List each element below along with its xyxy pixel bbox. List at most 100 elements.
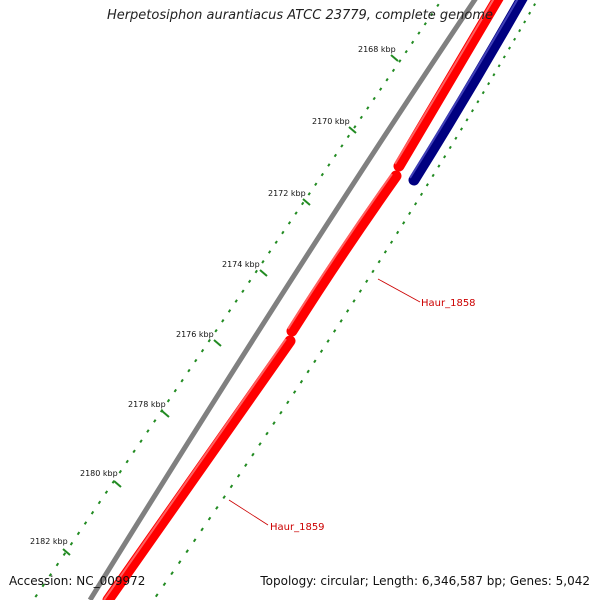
minor-tick-outer: [391, 68, 396, 73]
minor-tick-outer: [194, 358, 198, 363]
leader-line-haur-1858: [377, 278, 421, 303]
minor-tick-inner: [402, 221, 406, 225]
minor-tick-outer: [398, 59, 402, 63]
minor-tick-inner: [326, 339, 330, 343]
minor-tick-outer: [125, 459, 129, 464]
minor-tick-outer: [404, 49, 408, 54]
minor-tick-inner: [454, 136, 458, 140]
minor-tick-inner: [358, 289, 363, 293]
major-tick: [302, 198, 311, 206]
minor-tick-outer: [274, 240, 278, 245]
minor-tick-inner: [177, 560, 182, 565]
minor-tick-inner: [286, 400, 290, 405]
gene-feature-haur-1859[interactable]: [102, 335, 296, 600]
minor-tick-inner: [207, 516, 212, 521]
minor-tick-inner: [513, 37, 517, 41]
minor-tick-inner: [345, 309, 350, 313]
minor-tick-outer: [366, 106, 370, 110]
minor-tick-inner: [533, 3, 537, 7]
outer-tick-track: [34, 3, 440, 598]
minor-tick-outer: [301, 201, 305, 206]
minor-tick-inner: [408, 211, 412, 216]
leader-line-haur-1859: [228, 499, 269, 526]
minor-tick-outer: [294, 211, 298, 215]
gene-feature-upper[interactable]: [393, 0, 504, 172]
minor-tick-outer: [200, 348, 205, 353]
minor-tick-inner: [492, 73, 496, 77]
minor-tick-inner: [299, 379, 304, 384]
minor-tick-outer: [320, 172, 324, 177]
tick-labels: 2168 kbp 2170 kbp 2172 kbp 2174 kbp 2176 kbp…: [30, 45, 396, 546]
minor-tick-inner: [389, 240, 394, 244]
minor-tick-outer: [159, 409, 164, 413]
minor-tick-outer: [118, 469, 122, 474]
minor-tick-outer: [90, 510, 95, 515]
gene-feature-haur-1859-shine: [103, 338, 287, 600]
gene-feature-reverse-shine: [409, 0, 519, 179]
minor-tick-outer: [41, 583, 45, 588]
minor-tick-inner: [528, 11, 532, 15]
minor-tick-outer: [327, 163, 331, 167]
minor-tick-outer: [207, 338, 211, 343]
minor-tick-outer: [97, 500, 102, 505]
minor-tick-inner: [162, 582, 167, 587]
minor-tick-outer: [346, 134, 351, 139]
minor-tick-inner: [437, 164, 441, 168]
minor-tick-outer: [48, 573, 53, 577]
minor-tick-inner: [352, 299, 356, 303]
minor-tick-outer: [83, 521, 88, 525]
minor-tick-outer: [34, 593, 38, 598]
genome-backbone: [87, 0, 478, 600]
minor-tick-outer: [173, 388, 177, 393]
minor-tick-outer: [76, 531, 81, 536]
minor-tick-inner: [377, 259, 381, 264]
major-tick: [113, 480, 122, 488]
gene-feature-upper-shine: [394, 0, 495, 165]
minor-tick-outer: [436, 3, 440, 8]
minor-tick-outer: [385, 78, 389, 82]
minor-tick-inner: [265, 431, 269, 436]
minor-tick-inner: [258, 442, 262, 446]
minor-tick-inner: [487, 82, 491, 86]
tick-label: 2168 kbp: [358, 45, 396, 54]
inner-tick-track: [154, 3, 537, 598]
minor-tick-outer: [227, 309, 232, 313]
gene-feature-reverse[interactable]: [408, 0, 528, 186]
minor-tick-outer: [333, 153, 338, 158]
gene-feature-haur-1858[interactable]: [286, 170, 402, 337]
minor-tick-inner: [154, 593, 159, 598]
minor-tick-inner: [459, 127, 464, 131]
minor-tick-outer: [287, 221, 292, 225]
minor-tick-outer: [221, 319, 225, 323]
minor-tick-inner: [339, 319, 343, 323]
major-tick: [390, 54, 399, 62]
major-tick: [213, 339, 222, 347]
minor-tick-inner: [272, 421, 276, 425]
minor-tick-inner: [476, 100, 480, 104]
tick-label: 2178 kbp: [128, 400, 166, 409]
genome-summary-text: Topology: circular; Length: 6,346,587 bp…: [260, 574, 590, 588]
minor-tick-inner: [507, 46, 511, 50]
minor-tick-outer: [314, 182, 318, 186]
minor-tick-inner: [244, 463, 248, 468]
gene-label-haur-1859[interactable]: Haur_1859: [270, 522, 325, 533]
gene-label-haur-1858[interactable]: Haur_1858: [421, 298, 476, 309]
minor-tick-outer: [353, 125, 357, 129]
minor-tick-outer: [267, 250, 272, 254]
minor-tick-outer: [430, 12, 434, 17]
minor-tick-outer: [247, 279, 252, 284]
minor-tick-inner: [319, 349, 324, 353]
minor-tick-inner: [215, 505, 219, 510]
major-tick-marks: [62, 54, 399, 556]
minor-tick-inner: [222, 495, 226, 500]
minor-tick-outer: [146, 429, 150, 433]
minor-tick-outer: [340, 144, 344, 148]
minor-tick-inner: [502, 55, 506, 59]
minor-tick-inner: [431, 173, 435, 178]
minor-tick-inner: [448, 145, 452, 150]
minor-tick-outer: [254, 269, 258, 274]
minor-tick-outer: [132, 449, 136, 454]
minor-tick-inner: [518, 29, 522, 33]
